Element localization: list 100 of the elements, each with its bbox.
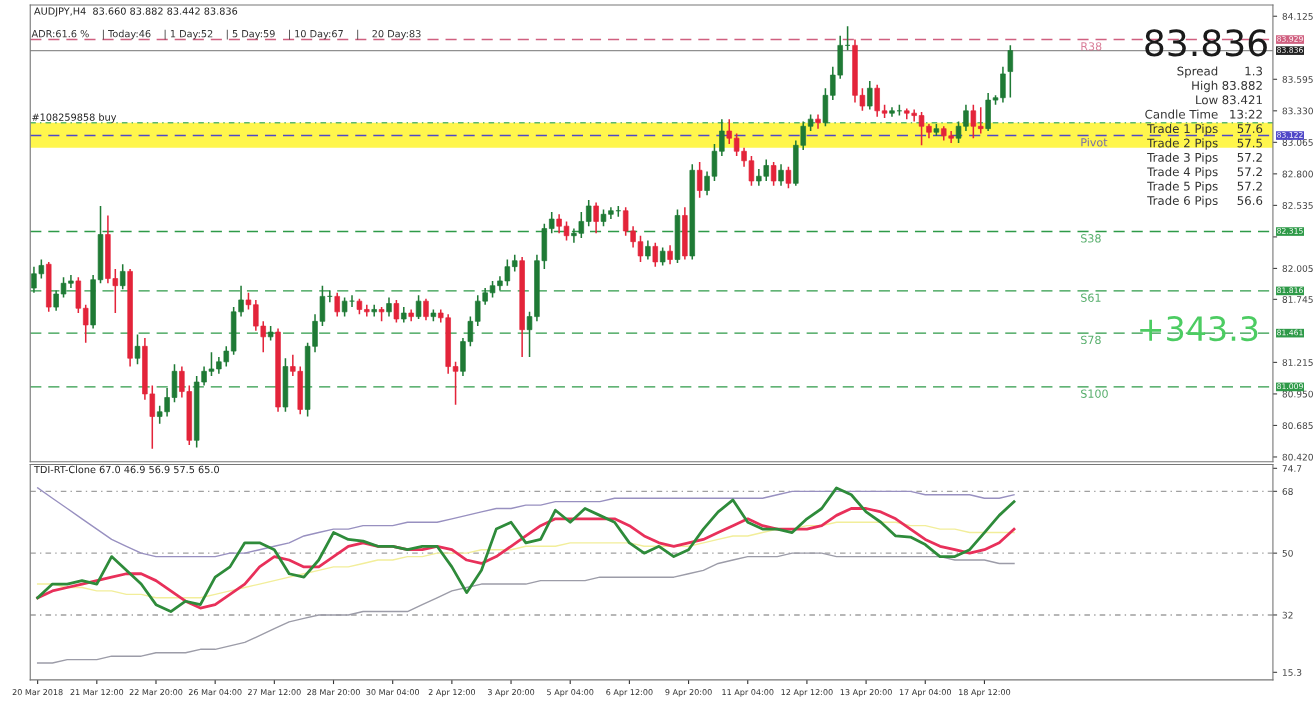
y-tick-label: 84.125 (1282, 12, 1313, 20)
ref-line-label: #108259858 buy (32, 113, 117, 123)
candlestick (696, 161, 703, 199)
candlestick (341, 296, 348, 318)
candlestick (53, 289, 59, 312)
annotation: Low (1196, 95, 1218, 105)
annotation: 57.2 (1237, 181, 1262, 191)
candlestick (119, 263, 126, 291)
candlestick (415, 294, 422, 320)
line-series (36, 486, 1016, 613)
x-tick-label: 11 Apr 04:00 (722, 689, 774, 697)
candlestick (549, 211, 555, 235)
y-tick-label: 83.065 (1282, 139, 1313, 146)
x-tick-label: 30 Mar 04:00 (366, 689, 420, 696)
candlestick (645, 239, 651, 261)
annotation: Trade 5 Pips (1147, 181, 1218, 193)
annotation: Trade 2 Pips (1147, 138, 1218, 150)
chart-title: TDI-RT-Clone 67.0 46.9 56.9 57.5 65.0 (33, 465, 220, 474)
candlestick (83, 303, 89, 344)
candlestick (134, 333, 141, 365)
candlestick (726, 118, 732, 145)
y-tick-label: 83.330 (1282, 107, 1313, 115)
y-tick-label: 50 (1282, 549, 1293, 557)
x-tick-label: 22 Mar 20:00 (129, 689, 183, 696)
x-tick-label: 18 Apr 12:00 (959, 689, 1011, 697)
annotation: 57.5 (1237, 138, 1262, 148)
y-tick-label: 82.800 (1282, 170, 1313, 178)
annotation: Trade 6 Pips (1147, 195, 1218, 208)
candlestick (778, 163, 784, 187)
candlestick (585, 199, 592, 227)
annotation: 83.882 (1222, 80, 1262, 90)
annotation: Trade 3 Pips (1147, 152, 1218, 165)
candlestick (719, 118, 725, 157)
annotation: +343.3 (1140, 316, 1258, 342)
line-series (36, 487, 1015, 558)
annotation: 57.2 (1237, 152, 1262, 162)
candlestick (563, 220, 570, 242)
ref-line-label: Pivot (1081, 137, 1108, 147)
ref-line-label: S100 (1081, 389, 1108, 398)
candlestick (874, 83, 880, 118)
annotation: Trade 1 Pips (1147, 123, 1218, 136)
candlestick (970, 104, 977, 139)
x-tick-label: 6 Apr 12:00 (606, 689, 653, 697)
y-tick-label: 80.420 (1282, 453, 1313, 461)
x-tick-label: 20 Mar 2018 (12, 689, 63, 696)
y-tick-label: 81.215 (1282, 359, 1313, 366)
candlestick (393, 299, 400, 324)
y-tick-label: 80.950 (1282, 390, 1313, 398)
candlestick (1007, 44, 1014, 99)
x-tick-label: 17 Apr 04:00 (899, 689, 951, 697)
candlestick (667, 244, 673, 266)
ref-line-label: R38 (1081, 42, 1102, 51)
candlestick (334, 292, 340, 318)
candlestick (867, 80, 873, 111)
x-tick-label: 26 Mar 04:00 (188, 689, 242, 696)
candlestick (770, 161, 777, 187)
x-tick-label: 12 Apr 12:00 (781, 689, 833, 697)
x-tick-label: 2 Apr 12:00 (428, 689, 476, 697)
y-tick-label: 80.685 (1282, 422, 1313, 429)
annotation: Spread (1177, 66, 1218, 78)
x-tick-label: 28 Mar 20:00 (307, 689, 360, 696)
annotation: 13:22 (1230, 109, 1262, 119)
y-tick-label: 74.7 (1282, 465, 1302, 472)
annotation: 1.3 (1245, 66, 1263, 76)
candlestick (423, 297, 429, 321)
candlestick (452, 361, 459, 406)
y-tick-label: 68 (1282, 488, 1293, 495)
annotation: Candle Time (1145, 109, 1218, 119)
x-tick-label: 21 Mar 12:00 (70, 689, 124, 696)
y-tick-label: 83.595 (1282, 76, 1313, 83)
x-tick-label: 3 Apr 20:00 (487, 689, 535, 697)
candlestick (386, 296, 392, 318)
ref-line-label: S61 (1081, 293, 1101, 302)
annotation: High (1192, 80, 1218, 93)
y-tick-label: 82.005 (1282, 265, 1313, 272)
y-tick-label: 32 (1282, 611, 1293, 619)
annotation: Trade 4 Pips (1147, 167, 1218, 179)
y-tick-label: 81.745 (1282, 296, 1313, 303)
y-tick-label: 15.3 (1282, 669, 1302, 676)
chart-title: AUDJPY,H4 83.660 83.882 83.442 83.836 (34, 7, 238, 17)
ref-line-label: S38 (1081, 234, 1101, 243)
annotation: 83.421 (1222, 95, 1262, 105)
candlestick (652, 242, 658, 268)
annotation: 57.6 (1237, 124, 1263, 134)
x-tick-label: 5 Apr 04:00 (547, 689, 594, 697)
candlestick (785, 165, 792, 189)
y-tick-label: 82.535 (1282, 202, 1313, 209)
x-tick-label: 9 Apr 20:00 (665, 689, 712, 697)
ref-line-label: S78 (1081, 335, 1101, 345)
candlestick (371, 303, 377, 318)
x-tick-label: 27 Mar 12:00 (248, 689, 301, 696)
x-tick-label: 13 Apr 20:00 (840, 689, 892, 697)
candlestick (556, 213, 562, 235)
candlestick (815, 113, 821, 130)
annotation: 56.6 (1237, 196, 1263, 206)
annotation: ADR:61.6 % | Today:46 | 1 Day:52 | 5 Day:59 | 10 Day:67 | 20 Day:83 (31, 29, 421, 40)
candlestick (349, 294, 355, 308)
candlestick (364, 303, 370, 318)
candlestick (593, 201, 599, 235)
line-series (36, 521, 1015, 599)
